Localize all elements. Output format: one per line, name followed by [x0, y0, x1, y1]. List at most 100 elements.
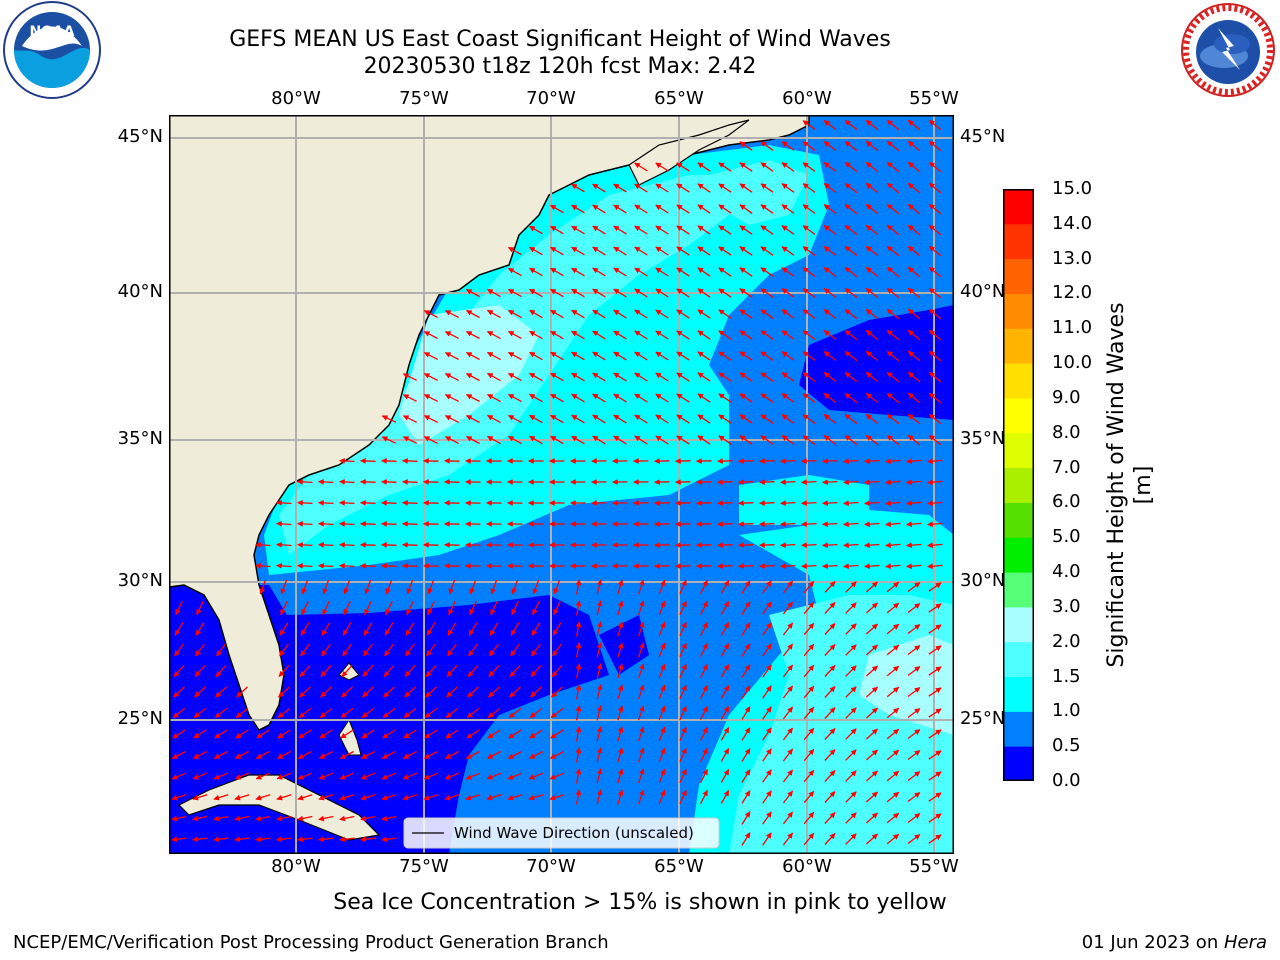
wave-direction-arrowhead: [660, 621, 666, 628]
wave-direction-arrowhead: [781, 414, 788, 421]
wave-direction-arrowhead: [914, 603, 921, 609]
wave-direction-arrowhead: [660, 768, 666, 775]
wave-direction-arrowhead: [617, 768, 624, 775]
wave-direction-arrowhead: [702, 789, 708, 797]
wave-direction-arrowhead: [553, 588, 559, 595]
wave-direction-arrowhead: [427, 588, 433, 595]
wave-direction-arrowhead: [744, 664, 751, 671]
wave-direction-arrowhead: [401, 542, 408, 548]
wave-direction-arrowhead: [634, 204, 641, 211]
wave-direction-arrowhead: [739, 330, 746, 337]
wave-direction-arrowhead: [634, 183, 641, 190]
wave-direction-arrowhead: [760, 309, 767, 316]
wave-direction-arrowhead: [718, 204, 725, 211]
wave-direction-arrowhead: [529, 732, 536, 739]
wave-direction-arrowhead: [317, 542, 324, 548]
wave-direction-arrowhead: [844, 372, 851, 378]
wave-direction-arrowhead: [380, 479, 387, 485]
wave-direction-arrowhead: [718, 309, 725, 316]
wave-direction-arrowhead: [779, 500, 786, 506]
wave-direction-arrowhead: [639, 600, 645, 607]
wave-direction-arrowhead: [760, 414, 767, 421]
wave-direction-arrowhead: [907, 308, 915, 315]
wave-direction-arrowhead: [318, 794, 325, 801]
wave-direction-arrowhead: [444, 436, 452, 442]
wave-direction-arrowhead: [723, 769, 729, 776]
wave-direction-arrowhead: [571, 288, 578, 295]
wave-direction-arrowhead: [886, 182, 894, 189]
legend-label: Wind Wave Direction (unscaled): [454, 824, 694, 842]
wave-direction-arrowhead: [865, 351, 873, 357]
colorbar-tick: 3.0: [1052, 595, 1081, 617]
wave-direction-arrowhead: [928, 119, 936, 126]
wave-direction-arrowhead: [592, 414, 599, 421]
wave-direction-arrowhead: [427, 608, 433, 616]
colorbar-tick: 4.0: [1052, 561, 1081, 583]
colorbar-tick: 2.0: [1052, 630, 1081, 652]
wave-direction-arrowhead: [338, 500, 345, 506]
wave-direction-arrowhead: [681, 600, 687, 608]
wave-direction-arrowhead: [448, 588, 454, 595]
wave-direction-arrowhead: [278, 670, 285, 678]
wave-direction-arrowhead: [660, 663, 666, 670]
wave-direction-arrowhead: [716, 479, 723, 485]
wave-direction-arrowhead: [529, 373, 536, 379]
wave-direction-arrowhead: [808, 790, 815, 798]
wave-direction-arrowhead: [632, 521, 639, 527]
wave-direction-arrowhead: [781, 162, 788, 169]
wave-direction-arrowhead: [551, 691, 558, 698]
wave-direction-arrowhead: [381, 815, 388, 822]
wave-direction-arrowhead: [702, 747, 708, 755]
wave-direction-arrowhead: [359, 479, 366, 485]
colorbar-segment: [1003, 189, 1034, 225]
wave-direction-arrowhead: [444, 774, 451, 780]
wave-direction-arrowhead: [863, 458, 870, 465]
wave-direction-arrowhead: [871, 665, 879, 672]
wave-direction-arrowhead: [928, 245, 936, 252]
wave-direction-arrowhead: [575, 642, 582, 649]
wave-direction-arrowhead: [465, 753, 473, 759]
wave-direction-arrowhead: [423, 331, 431, 337]
wave-direction-arrowhead: [787, 727, 793, 734]
wave-direction-arrowhead: [299, 691, 306, 698]
wave-direction-arrowhead: [469, 608, 475, 616]
wave-direction-arrowhead: [548, 500, 555, 506]
wave-direction-arrowhead: [485, 458, 492, 464]
wave-direction-arrowhead: [914, 750, 921, 756]
wave-direction-arrowhead: [935, 729, 942, 736]
wave-direction-arrowhead: [892, 770, 900, 777]
wave-direction-arrowhead: [596, 747, 603, 754]
wave-direction-arrowhead: [319, 712, 327, 718]
wave-direction-arrowhead: [507, 268, 515, 274]
wave-direction-arrowhead: [527, 521, 534, 527]
wave-direction-arrowhead: [486, 373, 494, 379]
wave-direction-arrowhead: [718, 246, 725, 253]
wave-direction-arrowhead: [737, 479, 744, 485]
wave-direction-arrowhead: [490, 588, 496, 595]
wave-direction-arrowhead: [695, 542, 702, 549]
wave-direction-arrowhead: [660, 579, 666, 586]
wave-direction-arrowhead: [765, 601, 772, 608]
wave-direction-arrowhead: [914, 666, 921, 672]
wave-direction-arrowhead: [697, 267, 704, 274]
wave-direction-arrowhead: [737, 542, 744, 548]
wave-direction-arrowhead: [823, 414, 830, 420]
wave-direction-arrowhead: [760, 183, 767, 190]
wave-direction-arrowhead: [681, 705, 687, 713]
wave-direction-arrowhead: [529, 436, 536, 442]
wave-direction-arrowhead: [486, 415, 494, 421]
wave-direction-arrowhead: [617, 705, 624, 712]
wave-direction-arrowhead: [215, 691, 222, 698]
wave-direction-arrowhead: [697, 204, 704, 211]
map-legend: Wind Wave Direction (unscaled): [403, 817, 720, 849]
wave-zone-2-3: [859, 635, 954, 735]
wave-direction-arrowhead: [194, 691, 201, 698]
wave-direction-arrowhead: [697, 372, 704, 379]
footer-org: NCEP/EMC/Verification Post Processing Pr…: [13, 932, 609, 953]
wave-direction-arrowhead: [802, 330, 809, 336]
wave-direction-arrowhead: [844, 120, 851, 126]
colorbar-segment: [1003, 746, 1034, 781]
wave-direction-arrowhead: [317, 563, 324, 569]
wave-direction-arrowhead: [863, 563, 870, 570]
wave-direction-arrowhead: [571, 204, 578, 211]
